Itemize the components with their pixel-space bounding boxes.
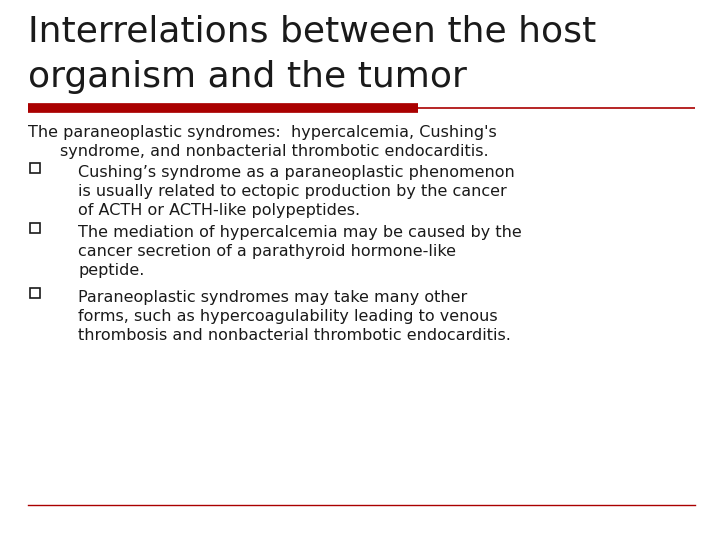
Text: Cushing’s syndrome as a paraneoplastic phenomenon: Cushing’s syndrome as a paraneoplastic p… [78, 165, 515, 180]
Text: peptide.: peptide. [78, 263, 145, 278]
Text: organism and the tumor: organism and the tumor [28, 60, 467, 94]
Text: of ACTH or ACTH-like polypeptides.: of ACTH or ACTH-like polypeptides. [78, 203, 360, 218]
Text: syndrome, and nonbacterial thrombotic endocarditis.: syndrome, and nonbacterial thrombotic en… [60, 144, 489, 159]
Bar [30, 163, 40, 173]
Text: is usually related to ectopic production by the cancer: is usually related to ectopic production… [78, 184, 507, 199]
Text: cancer secretion of a parathyroid hormone-like: cancer secretion of a parathyroid hormon… [78, 244, 456, 259]
Bar [30, 223, 40, 233]
Bar [30, 288, 40, 298]
Text: The paraneoplastic syndromes:  hypercalcemia, Cushing's: The paraneoplastic syndromes: hypercalce… [28, 125, 497, 140]
Text: Interrelations between the host: Interrelations between the host [28, 15, 596, 49]
Text: thrombosis and nonbacterial thrombotic endocarditis.: thrombosis and nonbacterial thrombotic e… [78, 328, 511, 343]
Text: The mediation of hypercalcemia may be caused by the: The mediation of hypercalcemia may be ca… [78, 225, 522, 240]
Text: forms, such as hypercoagulability leading to venous: forms, such as hypercoagulability leadin… [78, 309, 498, 324]
Text: Paraneoplastic syndromes may take many other: Paraneoplastic syndromes may take many o… [78, 290, 467, 305]
